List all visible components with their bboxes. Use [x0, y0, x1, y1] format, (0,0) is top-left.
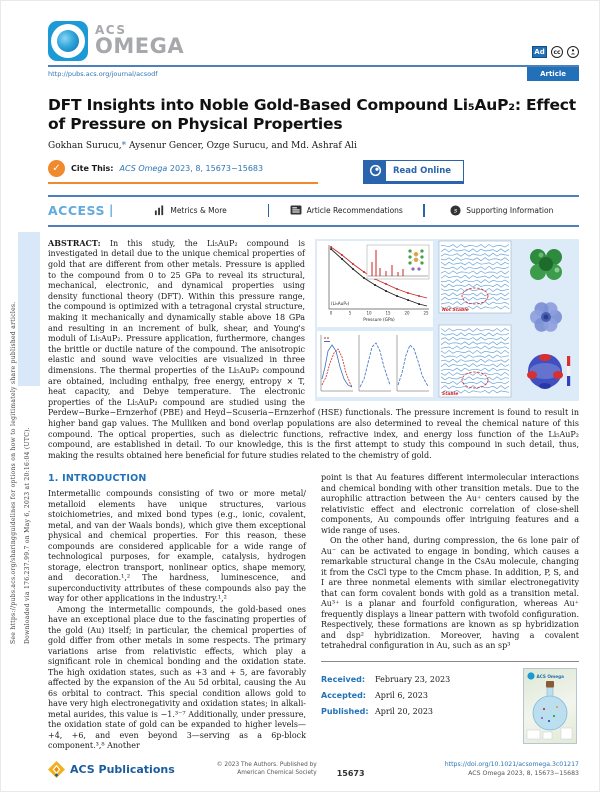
license-badges: Ad cc	[532, 46, 579, 58]
header-rule-row: http://pubs.acs.org/journal/acsodf Artic…	[48, 65, 579, 81]
journal-header: ACS OMEGA Ad cc	[48, 21, 579, 61]
figure-x-tick: 25	[423, 310, 429, 315]
figure-x-label: Pressure (GPa)	[363, 317, 395, 323]
cite-check-icon: ✓	[48, 160, 65, 178]
accepted-label: Accepted:	[321, 690, 367, 700]
published-label: Published:	[321, 706, 369, 716]
intro-paragraph: Intermetallic compounds consisting of tw…	[48, 489, 306, 604]
phonon-lines	[440, 243, 510, 394]
page-title: DFT Insights into Noble Gold-Based Compo…	[48, 96, 576, 133]
received-date: February 23, 2023	[375, 674, 451, 684]
article-recommendations-icon	[290, 205, 302, 215]
citation-bar: ✓ Cite This: ACS Omega 2023, 8, 15673−15…	[48, 159, 579, 184]
access-link[interactable]: ACCESS	[48, 202, 106, 218]
citation-numbers: 2023, 8, 15673−15683	[167, 164, 264, 174]
received-label: Received:	[321, 674, 366, 684]
corresponding-author-star[interactable]: *	[121, 140, 127, 151]
metrics-label: Metrics & More	[170, 205, 227, 215]
right-column: point is that Au features different inte…	[321, 473, 579, 752]
abstract-section: 0 5 10 15 20 25 Pressure (GPa) (Li₅AuP₂)	[48, 238, 579, 461]
cover-title: ACS Omega	[537, 674, 565, 679]
intro-paragraph: point is that Au features different inte…	[321, 473, 579, 535]
access-separator	[423, 203, 425, 217]
figure-x-tick: 20	[404, 310, 410, 315]
page-number: 15673	[336, 769, 365, 778]
recommendations-link[interactable]: Article Recommendations	[269, 205, 423, 215]
doi-block: https://doi.org/10.1021/acsomega.3c01217…	[445, 761, 579, 778]
abstract-graphic: 0 5 10 15 20 25 Pressure (GPa) (Li₅AuP₂)	[315, 238, 579, 401]
logo-acs-text: ACS	[95, 23, 127, 38]
figure-x-tick: 10	[366, 310, 372, 315]
abstract-text: ABSTRACT: In this study, the Li₅AuP₂ com…	[48, 238, 579, 461]
bar-chart-icon	[155, 205, 164, 215]
page-footer: ACS Publications © 2023 The Authors. Pub…	[48, 761, 579, 778]
left-column: 1. INTRODUCTION Intermetallic compounds …	[48, 473, 306, 752]
copyright-notice: © 2023 The Authors. Published by America…	[217, 762, 317, 777]
figure-x-tick: 15	[385, 310, 391, 315]
copyright-line2: American Chemical Society	[237, 769, 317, 776]
citation-journal: ACS Omega	[119, 164, 168, 174]
access-separator	[267, 203, 270, 217]
side-highlight	[18, 232, 40, 386]
intro-paragraph: Among the intermetallic compounds, the g…	[48, 604, 306, 751]
cc-license-icon[interactable]: cc	[551, 46, 563, 58]
figure-annotation-stable: Stable	[442, 391, 458, 397]
author-list: Gokhan Surucu,* Aysenur Gencer, Ozge Sur…	[48, 141, 579, 151]
article-history: Received: February 23, 2023 Accepted: Apri…	[321, 660, 579, 745]
acs-publications-logo[interactable]: ACS Publications	[48, 761, 175, 778]
read-online-label: Read Online	[393, 165, 452, 176]
introduction-section: 1. INTRODUCTION Intermetallic compounds …	[48, 473, 579, 752]
svg-text:s: s	[454, 207, 458, 215]
acs-omega-logo-icon	[48, 21, 88, 61]
authorchoice-badge-icon[interactable]: Ad	[532, 46, 547, 58]
figure-panel-label: (Li₅AuP₂)	[331, 301, 350, 306]
article-type-badge: Article	[527, 67, 579, 81]
citation-reference: ACS Omega 2023, 8, 15673−15683	[120, 164, 264, 173]
abstract-graphic-svg: 0 5 10 15 20 25 Pressure (GPa) (Li₅AuP₂)	[317, 240, 571, 398]
journal-cover-thumbnail: ACS Omega	[523, 667, 577, 744]
read-online-icon	[364, 160, 386, 181]
accepted-date: April 6, 2023	[375, 690, 428, 700]
supporting-info-link[interactable]: s Supporting Information	[425, 205, 579, 216]
acs-publications-label: ACS Publications	[70, 763, 175, 776]
cite-this-button[interactable]: ✓ Cite This: ACS Omega 2023, 8, 15673−15…	[48, 160, 318, 184]
velocity-sphere-heatmap	[527, 353, 571, 389]
figure-x-tick: 0	[330, 310, 333, 315]
author-names-rest: Aysenur Gencer, Ozge Surucu, and Md. Ash…	[126, 140, 357, 151]
logo-omega-text: OMEGA	[95, 33, 185, 58]
intro-paragraph: On the other hand, during compression, t…	[321, 536, 579, 651]
recommendations-label: Article Recommendations	[306, 205, 403, 215]
copyright-line1: © 2023 The Authors. Published by	[216, 761, 317, 768]
journal-reference: ACS Omega 2023, 8, 15673−15683	[468, 769, 579, 777]
sharing-guidelines-line: See https://pubs.acs.org/sharingguidelin…	[10, 301, 17, 644]
supporting-info-icon: s	[450, 205, 461, 216]
section-heading: 1. INTRODUCTION	[48, 473, 147, 485]
sound-velocity-surface-blue	[530, 302, 562, 332]
published-date: April 20, 2023	[375, 706, 434, 716]
journal-url-link[interactable]: http://pubs.acs.org/journal/acsodf	[48, 70, 158, 78]
supporting-label: Supporting Information	[466, 205, 554, 215]
cite-this-label: Cite This:	[71, 164, 114, 174]
doi-link[interactable]: https://doi.org/10.1021/acsomega.3c01217	[444, 761, 579, 769]
author-name: Gokhan Surucu,	[48, 140, 122, 151]
download-stamp-line1: Downloaded via 176.237.99.7 on May 6, 20…	[24, 427, 31, 644]
metrics-link[interactable]: Metrics & More	[113, 205, 267, 216]
abstract-label: ABSTRACT:	[48, 237, 101, 248]
figure-annotation-unstable: Not Stable	[442, 307, 469, 313]
acs-publications-diamond-icon	[48, 761, 65, 778]
figure-x-tick: 5	[349, 310, 352, 315]
access-bar: ACCESS | Metrics & More Article Recommen…	[48, 194, 579, 227]
cc-by-attribution-icon[interactable]	[567, 46, 579, 58]
elastic-surface-green	[530, 248, 562, 280]
access-pipe: |	[109, 203, 114, 218]
abstract-body: In this study, the Li₅AuP₂ compound is i…	[48, 238, 579, 460]
acs-omega-logo[interactable]: ACS OMEGA	[48, 21, 184, 61]
read-online-button[interactable]: Read Online	[363, 159, 465, 184]
